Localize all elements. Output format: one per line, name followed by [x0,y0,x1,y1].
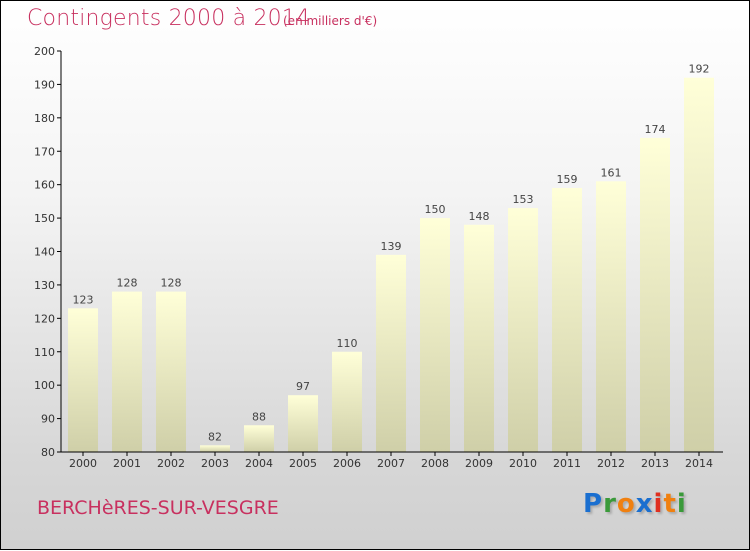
x-tick-label: 2004 [245,457,273,470]
x-tick-label: 2003 [201,457,229,470]
y-tick-label: 170 [34,145,55,158]
bar-2005 [288,395,318,452]
bar-2011 [552,188,582,452]
x-tick-label: 2010 [509,457,537,470]
data-label: 88 [252,410,266,423]
bar-2014 [684,77,714,452]
data-label: 128 [161,277,182,290]
data-label: 128 [117,277,138,290]
y-tick-label: 190 [34,78,55,91]
y-tick-label: 90 [41,413,55,426]
bar-2008 [420,218,450,452]
y-tick-label: 100 [34,379,55,392]
bar-2007 [376,254,406,452]
data-label: 174 [645,123,666,136]
x-tick-label: 2005 [289,457,317,470]
chart-title: Contingents 2000 à 2014 [27,6,311,31]
y-tick-label: 110 [34,346,55,359]
data-label: 123 [73,293,94,306]
y-tick-label: 200 [34,45,55,58]
data-label: 150 [425,203,446,216]
x-tick-label: 2012 [597,457,625,470]
data-label: 82 [208,430,222,443]
y-tick-label: 140 [34,246,55,259]
data-label: 153 [513,193,534,206]
x-tick-label: 2001 [113,457,141,470]
bar-2002 [156,291,186,452]
proxiti-logo[interactable]: Proxiti [583,489,687,519]
commune-name: BERCHèRES-SUR-VESGRE [37,497,279,519]
y-tick-label: 150 [34,212,55,225]
x-tick-label: 2000 [69,457,97,470]
bar-2013 [640,137,670,452]
data-label: 110 [337,337,358,350]
x-tick-label: 2007 [377,457,405,470]
bar-2003 [200,445,230,452]
data-label: 161 [601,166,622,179]
x-tick-label: 2011 [553,457,581,470]
bar-2001 [112,291,142,452]
y-tick-label: 80 [41,446,55,459]
bar-2000 [68,308,98,452]
y-tick-label: 160 [34,179,55,192]
x-tick-label: 2013 [641,457,669,470]
data-label: 192 [689,63,710,76]
chart-subtitle: (en milliers d'€) [283,14,378,28]
bar-2012 [596,181,626,452]
y-tick-label: 130 [34,279,55,292]
x-tick-label: 2006 [333,457,361,470]
y-tick-label: 120 [34,312,55,325]
data-label: 139 [381,240,402,253]
y-tick-label: 180 [34,112,55,125]
x-tick-label: 2009 [465,457,493,470]
data-label: 97 [296,380,310,393]
bar-2010 [508,208,538,452]
data-label: 148 [469,210,490,223]
x-tick-label: 2014 [685,457,713,470]
x-tick-label: 2008 [421,457,449,470]
x-tick-label: 2002 [157,457,185,470]
data-label: 159 [557,173,578,186]
bar-2004 [244,425,274,452]
bar-2009 [464,224,494,452]
bar-2006 [332,351,362,452]
